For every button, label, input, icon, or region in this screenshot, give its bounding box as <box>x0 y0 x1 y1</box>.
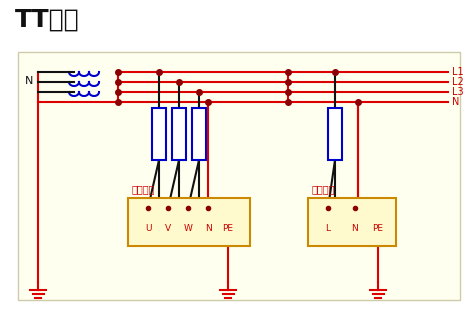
Bar <box>308 198 396 246</box>
Text: L1: L1 <box>452 67 463 77</box>
Text: 单相设备: 单相设备 <box>312 184 335 194</box>
Bar <box>172 108 186 160</box>
Text: 三相设备: 三相设备 <box>132 184 155 194</box>
Text: PE: PE <box>373 223 383 232</box>
Text: TT系统: TT系统 <box>15 8 80 32</box>
Bar <box>128 198 250 246</box>
Text: N: N <box>204 223 211 232</box>
Text: L2: L2 <box>452 77 464 87</box>
Bar <box>192 108 206 160</box>
Text: V: V <box>165 223 171 232</box>
Text: U: U <box>145 223 151 232</box>
Bar <box>328 108 342 160</box>
Text: W: W <box>184 223 193 232</box>
Text: L: L <box>325 223 331 232</box>
Text: N: N <box>452 97 459 107</box>
Text: N: N <box>24 76 33 86</box>
Text: L3: L3 <box>452 87 463 97</box>
Text: PE: PE <box>222 223 234 232</box>
Bar <box>152 108 166 160</box>
Bar <box>18 52 460 300</box>
Text: N: N <box>352 223 358 232</box>
